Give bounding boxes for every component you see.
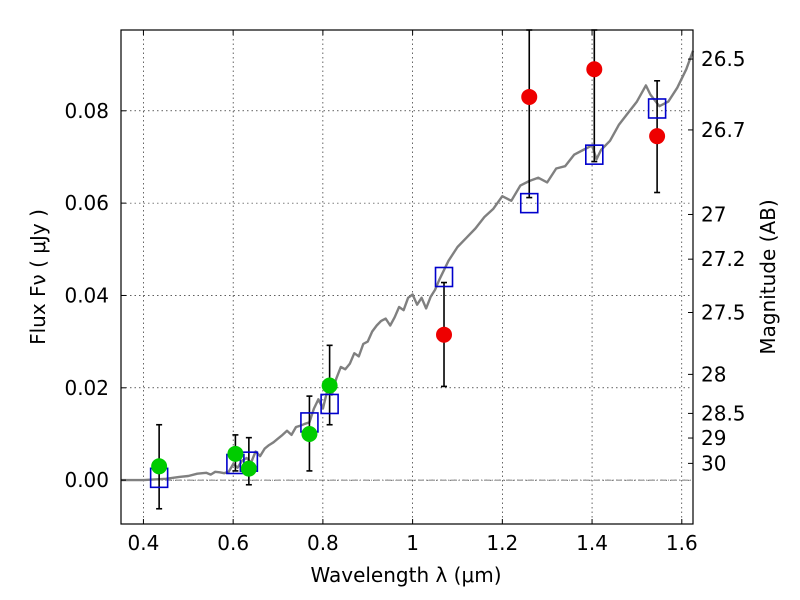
x-axis-label: Wavelength λ (μm) [310,563,501,587]
x-tick-label: 1.6 [666,531,698,555]
model-sed [121,50,695,482]
model-band-flux-square [434,266,454,288]
model-band-flux-square [585,144,604,165]
y-tick-label: 0.00 [64,468,109,492]
y-tick-label: 0.04 [64,283,109,307]
grid-lines [121,30,693,524]
data-markers [149,61,667,489]
y2-tick-label: 30 [701,451,726,475]
axis-ticks: 0.4 0.6 0.8 1 1.2 1.4 1.6 0.00 0.02 0.04 0.06 0.08 2… [64,30,746,555]
model-band-flux-square [320,393,339,415]
model-band-flux-square [519,192,539,214]
y2-tick-label: 26.7 [701,118,746,142]
observed-flux-point [586,61,603,78]
model-sed-line [121,50,695,482]
y2-tick-label: 26.5 [701,47,746,71]
observed-flux-point [649,128,666,145]
y-tick-label: 0.06 [64,191,109,215]
model-band-flux-square [647,98,667,119]
y-tick-label: 0.08 [64,99,109,123]
x-tick-label: 0.8 [307,531,339,555]
y-axis-label: Flux Fν ( μJy ) [26,209,50,345]
y2-tick-label: 28.5 [701,401,746,425]
y-tick-label: 0.02 [64,376,109,400]
error-bars [156,29,661,510]
y2-axis-label: Magnitude (AB) [756,199,780,354]
y2-tick-label: 27 [701,202,726,226]
y2-tick-label: 27.2 [701,247,746,271]
observed-flux-point [436,326,453,343]
observed-flux-point [240,460,257,477]
x-tick-label: 1 [406,531,419,555]
observed-flux-point [321,377,338,394]
observed-flux-point [151,458,168,475]
x-tick-label: 1.2 [486,531,518,555]
x-tick-label: 0.6 [217,531,249,555]
y2-tick-label: 27.5 [701,301,746,325]
observed-flux-point [227,445,244,462]
y2-tick-label: 28 [701,362,726,386]
observed-flux-point [521,88,538,105]
x-tick-label: 0.4 [128,531,160,555]
plot-frame [120,29,694,525]
x-tick-label: 1.4 [576,531,608,555]
observed-flux-point [301,425,318,442]
y2-tick-label: 29 [701,426,726,450]
